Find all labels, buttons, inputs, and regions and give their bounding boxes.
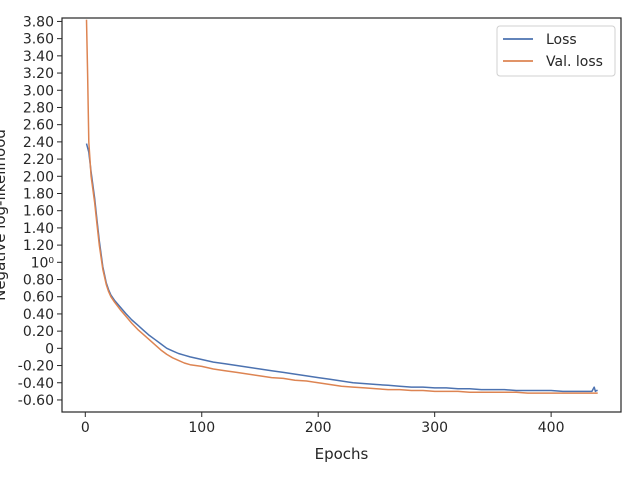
y-tick-label: 0.60 (23, 290, 54, 306)
series-line-loss (85, 143, 598, 393)
legend: Loss Val. loss (496, 25, 616, 77)
x-tick-label: 300 (421, 420, 448, 436)
y-tick-label: 1.20 (23, 238, 54, 254)
x-tick-label: 0 (81, 420, 90, 436)
y-tick-label: 3.00 (23, 83, 54, 99)
y-tick-label: 0 (45, 341, 54, 357)
x-tick-label: 100 (188, 420, 215, 436)
plot-background (62, 18, 621, 412)
x-axis-ticks: 0 100 200 300 400 (81, 412, 565, 436)
y-tick-label: 2.40 (23, 135, 54, 151)
y-tick-label: 0.40 (23, 307, 54, 323)
legend-entry: Loss (546, 32, 577, 48)
y-tick-label: 3.60 (23, 32, 54, 48)
y-tick-label: 0.80 (23, 273, 54, 289)
y-tick-label: 1.80 (23, 186, 54, 202)
y-tick-label: 3.80 (23, 14, 54, 30)
y-tick-label: 10⁰ (31, 255, 55, 271)
x-tick-label: 400 (538, 420, 565, 436)
y-tick-label: 1.40 (23, 221, 54, 237)
y-tick-label: 1.60 (23, 204, 54, 220)
y-tick-label: 2.80 (23, 100, 54, 116)
y-tick-label: -0.40 (18, 376, 54, 392)
y-tick-label: 3.40 (23, 49, 54, 65)
x-tick-label: 200 (305, 420, 332, 436)
y-tick-label: 0.20 (23, 324, 54, 340)
series-layer (85, 19, 598, 394)
y-tick-label: 3.20 (23, 66, 54, 82)
series-line-val-loss (85, 19, 598, 394)
y-axis-label: Negative log-likelihood (0, 129, 9, 301)
plot-frame (61, 17, 622, 413)
x-axis-label: Epochs (315, 445, 369, 463)
y-axis-ticks: -0.60-0.40-0.2000.200.400.600.8010⁰1.201… (18, 14, 62, 409)
y-tick-label: -0.20 (18, 359, 54, 375)
legend-entry: Val. loss (546, 54, 603, 70)
y-tick-label: 2.00 (23, 169, 54, 185)
y-tick-label: -0.60 (18, 393, 54, 409)
y-tick-label: 2.60 (23, 118, 54, 134)
y-tick-label: 2.20 (23, 152, 54, 168)
